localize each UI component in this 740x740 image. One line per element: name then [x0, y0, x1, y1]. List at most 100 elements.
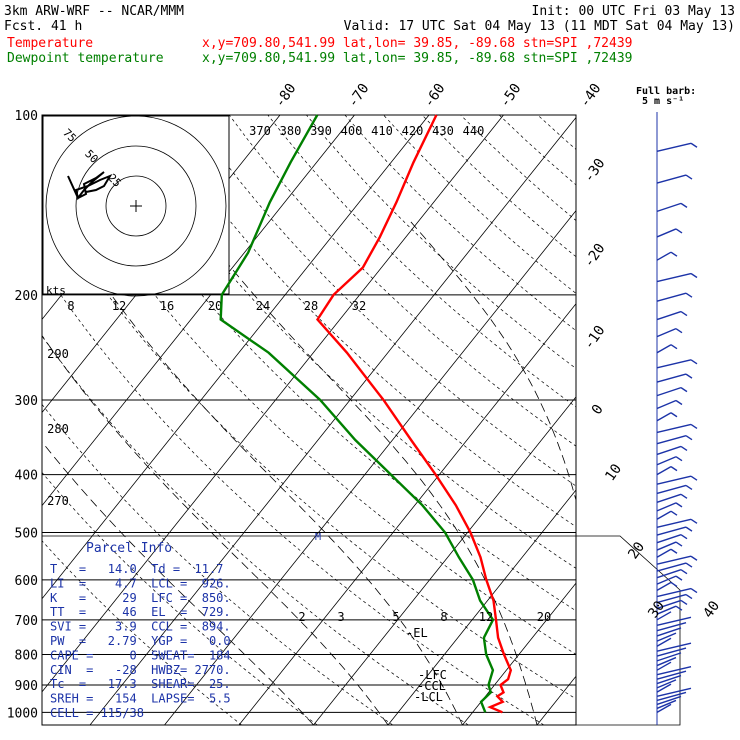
hodograph-ring [45, 115, 227, 297]
hodograph-ring [105, 175, 167, 237]
parcel-info-row: TT = 46 EL = 729. [50, 605, 231, 619]
sounding-profiles [219, 114, 513, 714]
mixing-ratio-label: 8 [440, 610, 447, 624]
theta-e-label: 440 [463, 124, 485, 138]
temperature-legend: Temperature [7, 36, 93, 51]
wind-barb [656, 611, 672, 621]
temperature-location: x,y=709.80,541.99 lat,lon= 39.85, -89.68… [202, 36, 632, 51]
wind-barb [656, 251, 678, 261]
theta-label: 270 [47, 494, 69, 508]
wind-barb [656, 292, 693, 302]
wind-barb [656, 674, 682, 685]
wind-barb [656, 568, 688, 579]
theta-e-label: 380 [280, 124, 302, 138]
wind-barb [656, 679, 677, 689]
isotherm-line [42, 115, 504, 693]
dewpoint-location: x,y=709.80,541.99 lat,lon= 39.85, -89.68… [202, 51, 632, 66]
wind-barb [656, 581, 678, 592]
valid-time: Valid: 17 UTC Sat 04 May 13 (11 MDT Sat … [344, 19, 735, 34]
wind-barb [656, 637, 672, 647]
wind-barb [656, 493, 688, 503]
isotherm-label: 0 [589, 402, 607, 418]
parcel-level-label: -EL [406, 626, 428, 640]
dry-adiabat [537, 115, 576, 150]
isotherm-line [42, 115, 355, 507]
wind-barb [656, 691, 687, 702]
wind-barb [656, 456, 683, 466]
mixing-ratio-label: 3 [337, 610, 344, 624]
pressure-tick-label: 1000 [7, 706, 38, 721]
parcel-info-row: Tc = 17.3 SHEAR= 25. [50, 677, 231, 691]
wind-barb [656, 534, 688, 544]
parcel-level-label: -CCL [417, 679, 446, 693]
wind-barb [656, 502, 683, 512]
isotherm-line [387, 489, 576, 725]
dry-adiabat [42, 403, 393, 725]
wind-barb [656, 699, 677, 710]
hodograph-units: kts [46, 284, 66, 297]
wind-barb [656, 666, 692, 676]
hodograph-speed-label: 20 [208, 299, 222, 313]
isotherm-line [89, 116, 576, 725]
wind-barb [656, 412, 678, 422]
dry-adiabat [42, 540, 242, 725]
model-title: 3km ARW-WRF -- NCAR/MMM [4, 4, 184, 19]
dewpoint-profile [219, 114, 495, 713]
mixing-ratio-label: 20 [537, 610, 551, 624]
pressure-tick-label: 900 [15, 679, 38, 694]
parcel-info-row: PW = 2.79 YGP = 0.0 [50, 634, 231, 648]
dewpoint-legend: Dewpoint temperature [7, 51, 164, 66]
wind-barb [656, 661, 672, 671]
wind-barb [656, 344, 678, 354]
wind-barb [656, 703, 672, 713]
wind-barb [656, 575, 683, 585]
wind-barb [656, 174, 693, 184]
wind-barb [656, 622, 687, 632]
wind-barb [656, 272, 698, 283]
hodograph-speed-label: 28 [304, 299, 318, 313]
isotherm-label: -10 [581, 323, 609, 353]
parcel-info-panel: Parcel Info T = 14.0 Td = 11.7LI = 4.7 L… [50, 541, 231, 720]
wind-barb [656, 632, 677, 642]
wind-barb [656, 599, 688, 610]
dry-adiabat [460, 115, 576, 221]
isotherm-line [462, 582, 576, 725]
wind-barb [656, 518, 698, 528]
parcel-info-row: LI = 4.7 LCL = 926. [50, 576, 231, 590]
isotherm-line [313, 396, 576, 725]
wind-barb [656, 359, 698, 369]
wind-barb [656, 228, 683, 238]
dry-adiabat [229, 115, 576, 447]
wind-barb [656, 656, 677, 667]
isotherm-label: -20 [581, 241, 609, 271]
parcel-info-row: SVI = 3.9 CCL = 894. [50, 620, 231, 634]
hodograph-speed-label: 16 [160, 299, 174, 313]
isotherm-label: 30 [645, 598, 668, 621]
isotherm-label: -40 [577, 81, 605, 111]
dry-adiabat [74, 115, 576, 612]
wind-barb [656, 386, 688, 397]
forecast-hour: Fcst. 41 h [4, 19, 82, 34]
parcel-info-row: CIN = -28 HWBZ= 2770. [50, 663, 231, 677]
isotherm-line [536, 675, 576, 725]
wind-barb [656, 142, 698, 152]
wind-barb [656, 202, 688, 213]
wind-barb [656, 310, 688, 321]
theta-e-label: 370 [249, 124, 271, 138]
dry-adiabat [344, 115, 576, 332]
isotherm-label: -60 [421, 81, 449, 111]
wind-barb [656, 627, 682, 637]
dry-adiabat [421, 115, 576, 258]
parcel-level-label: -LCL [414, 690, 443, 704]
isotherm-line [686, 115, 740, 725]
wind-barb [656, 587, 698, 598]
parcel-info-row: T = 14.0 Td = 11.7 [50, 562, 223, 576]
wind-barb [656, 695, 682, 706]
wind-barb [656, 526, 693, 536]
parcel-info-row: CELL = 115/38 [50, 706, 144, 720]
hodograph-speed-label: 8 [67, 299, 74, 313]
pressure-tick-label: 200 [15, 289, 38, 304]
parcel-info-row: SREH = 154 LAPSE= 5.5 [50, 692, 231, 706]
